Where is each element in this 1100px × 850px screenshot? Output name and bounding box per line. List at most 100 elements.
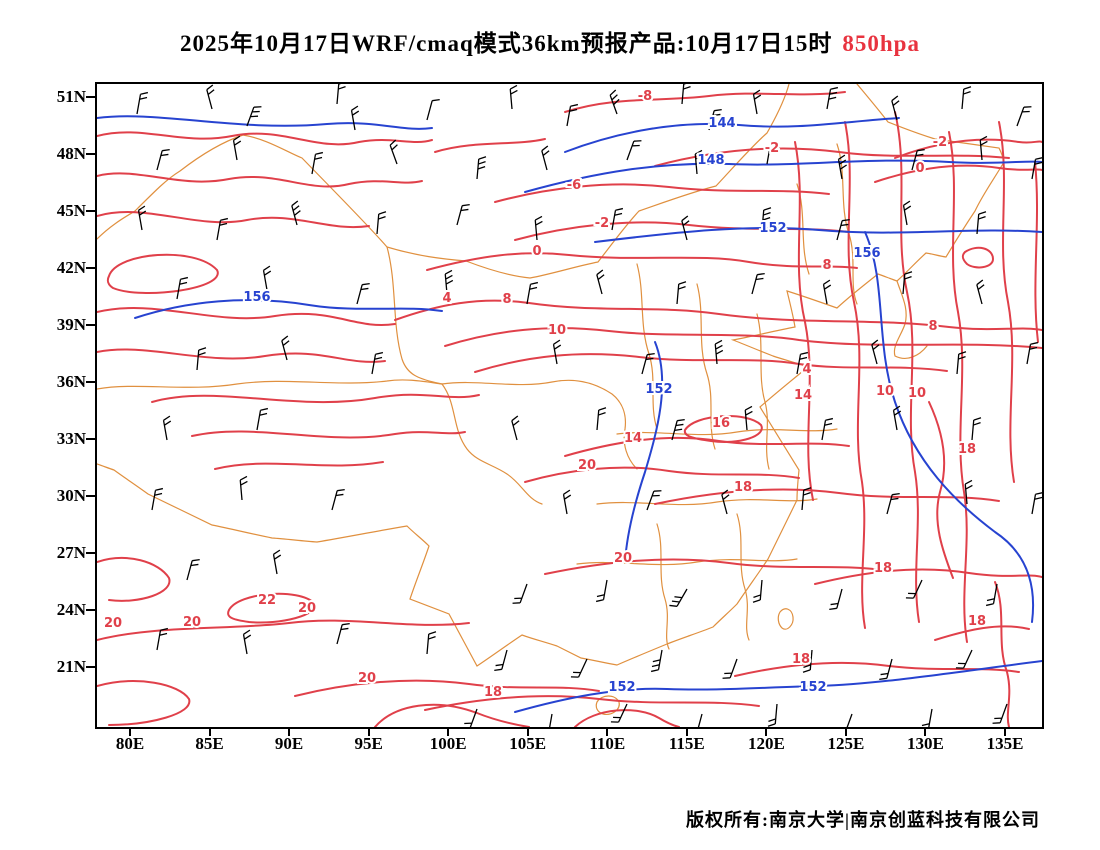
temperature-contour-label: 0 <box>532 244 541 259</box>
red-contour-path <box>434 138 546 153</box>
lon-tick-label: 130E <box>907 734 944 753</box>
wind-barb <box>956 351 967 375</box>
wind-barb <box>822 279 832 305</box>
temperature-contour-label: 0 <box>915 161 924 176</box>
wind-barb <box>761 207 772 231</box>
red-contour-path <box>574 709 680 727</box>
lon-tick-mark <box>606 727 609 736</box>
orange-contour-path <box>595 695 620 715</box>
wind-barb <box>176 276 189 300</box>
temperature-contour-label: 14 <box>794 388 812 403</box>
temperature-contour-label: 20 <box>578 458 596 473</box>
orange-contour-path <box>441 383 543 505</box>
wind-barb <box>796 351 809 375</box>
red-contour-path <box>191 430 466 439</box>
wind-barb <box>964 479 973 505</box>
wind-barb <box>837 713 853 727</box>
red-contour-path <box>654 147 1010 167</box>
wind-barb <box>721 489 730 515</box>
wind-barb <box>920 708 933 727</box>
red-contour-path <box>654 488 1000 505</box>
red-contour-path <box>97 172 423 188</box>
orange-contour-path <box>636 263 658 430</box>
wind-barb <box>829 588 843 611</box>
wind-barb <box>871 339 880 365</box>
wind-barb <box>426 98 440 121</box>
orange-contour-path <box>441 379 638 470</box>
wind-barb <box>892 405 902 431</box>
wind-barb <box>1016 106 1032 127</box>
red-contour-path <box>424 695 760 711</box>
wind-barb <box>609 89 620 115</box>
temperature-contour-label: 10 <box>908 386 926 401</box>
red-contour-path <box>394 299 1042 331</box>
orange-contour-path <box>656 523 670 650</box>
temperature-contour-label: 18 <box>958 442 976 457</box>
wind-barb <box>444 269 454 295</box>
wind-barb <box>350 105 360 131</box>
blue-contour-path <box>134 299 443 319</box>
wind-barb <box>526 281 539 305</box>
wind-barb <box>216 217 229 241</box>
wind-barb <box>879 658 893 681</box>
chart-title-main: 2025年10月17日WRF/cmaq模式36km预报产品:10月17日15时 <box>180 31 833 56</box>
wind-barb <box>426 631 437 655</box>
wind-barb <box>902 271 913 295</box>
lat-tick-label: 33N <box>56 429 86 448</box>
lon-tick-mark <box>447 727 450 736</box>
wind-barb <box>911 148 925 171</box>
lon-tick-label: 90E <box>274 734 304 753</box>
wind-barb <box>462 708 478 727</box>
lat-tick-label: 36N <box>56 372 86 391</box>
lat-tick-label: 30N <box>56 486 86 505</box>
height-contour-label: 156 <box>853 246 880 261</box>
red-contour-path <box>97 348 386 363</box>
map-canvas: -8 -2 -2 0 -6 -2 0 4 8 8 8 10 4 10 10 14 16 14 18 20 18 20 18 2… <box>97 84 1042 727</box>
red-contour-path <box>426 252 858 271</box>
red-contour-path <box>474 353 948 373</box>
temperature-contour-label: 18 <box>734 480 752 495</box>
wind-barb <box>541 145 550 171</box>
wind-barb <box>156 148 170 171</box>
wind-barbs <box>136 84 1042 727</box>
contour-value-labels: -8 -2 -2 0 -6 -2 0 4 8 8 8 10 4 10 10 14 16 14 18 20 18 20 18 2… <box>102 87 988 702</box>
lon-tick-label: 105E <box>509 734 547 753</box>
copyright-text: 版权所有:南京大学|南京创蓝科技有限公司 <box>686 810 1040 830</box>
wind-barb <box>566 103 579 127</box>
wind-barb <box>992 703 1008 724</box>
lon-tick-mark <box>924 727 927 736</box>
wind-barb <box>902 200 912 226</box>
wind-barb <box>494 649 508 672</box>
lat-tick-mark <box>86 609 95 611</box>
temperature-contour-label: -2 <box>595 216 609 231</box>
wind-barb <box>837 154 847 180</box>
wind-barb <box>196 347 207 371</box>
wind-barb <box>206 84 215 110</box>
wind-barb <box>331 488 345 511</box>
red-contour-path <box>961 246 995 269</box>
map-plot-frame: -8 -2 -2 0 -6 -2 0 4 8 8 8 10 4 10 10 14 16 14 18 20 18 20 18 2… <box>95 82 1044 729</box>
height-contour-label: 148 <box>697 153 724 168</box>
height-contour-lines <box>97 115 1042 713</box>
wind-barb <box>596 407 607 431</box>
wind-barb <box>767 703 778 727</box>
wind-barb <box>971 417 982 441</box>
lat-tick-mark <box>86 666 95 668</box>
lat-tick-label: 48N <box>56 144 86 163</box>
wind-barb <box>689 713 703 727</box>
temperature-contour-label: 8 <box>502 292 511 307</box>
lon-tick-mark <box>367 727 370 736</box>
temperature-contour-label: 4 <box>802 362 811 377</box>
red-contour-path <box>794 141 814 501</box>
wind-barb <box>611 207 624 231</box>
wind-barb <box>242 629 252 655</box>
lon-tick-mark <box>844 727 847 736</box>
wind-barb <box>641 352 655 375</box>
wind-barb <box>534 215 543 241</box>
wind-barb <box>552 339 562 365</box>
wind-barb <box>540 713 553 727</box>
wind-barb <box>886 492 900 515</box>
wind-barb <box>961 86 972 110</box>
red-contour-path <box>928 401 954 579</box>
wind-barb <box>1026 341 1039 365</box>
